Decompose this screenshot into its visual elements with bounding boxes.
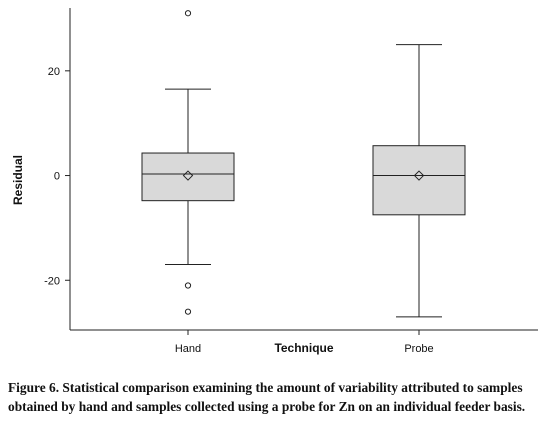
x-tick-label: Probe xyxy=(404,343,433,355)
x-axis-title: Technique xyxy=(274,341,333,355)
caption-line-2: obtained by hand and samples collected u… xyxy=(8,399,526,414)
caption-line-1: Figure 6. Statistical comparison examini… xyxy=(8,380,523,395)
x-tick-label: Hand xyxy=(175,343,201,355)
outlier-point xyxy=(184,308,192,315)
y-tick-label: -20 xyxy=(44,275,60,287)
mean-marker xyxy=(413,170,425,181)
y-tick-label: 20 xyxy=(48,66,60,78)
plot-area xyxy=(141,10,466,318)
box-plot-chart: 20 0 -20 Hand Probe Technique Residual xyxy=(11,8,538,355)
outlier-point xyxy=(184,282,192,289)
figure-caption: Figure 6. Statistical comparison examini… xyxy=(8,378,544,416)
y-axis-title: Residual xyxy=(11,155,25,205)
y-tick-label: 0 xyxy=(54,171,60,183)
outlier-point xyxy=(184,10,192,17)
mean-marker xyxy=(182,170,194,181)
iqr-box xyxy=(141,152,235,202)
axes: 20 0 -20 Hand Probe xyxy=(44,8,538,355)
